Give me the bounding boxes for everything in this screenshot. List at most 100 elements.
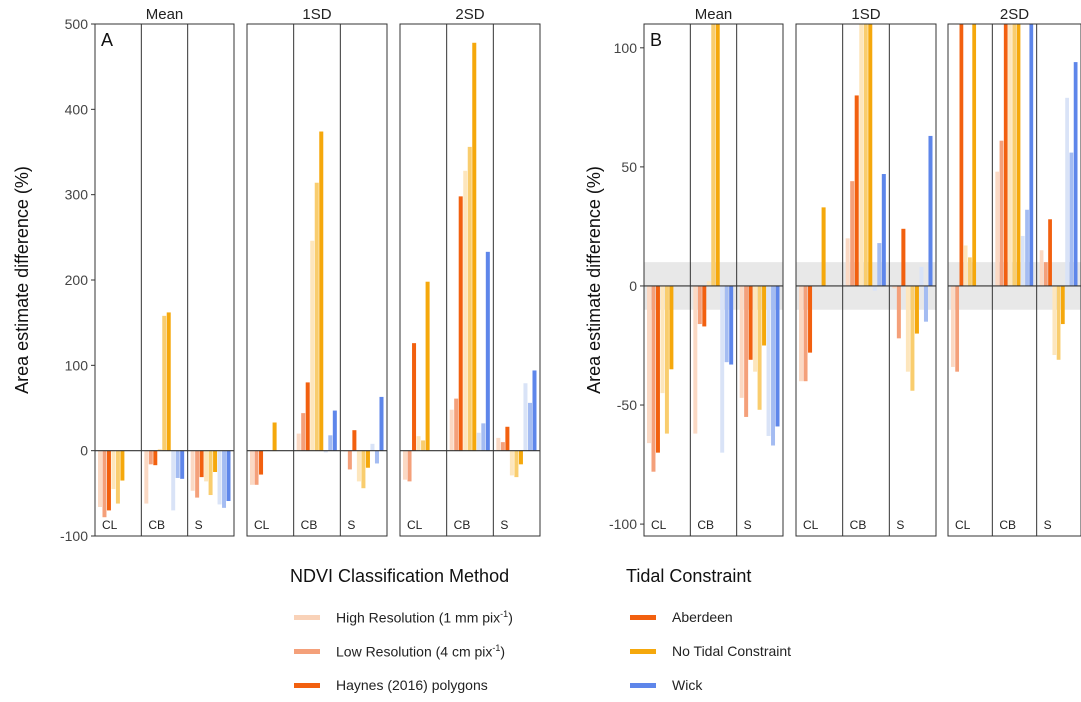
site-label: S bbox=[896, 518, 904, 532]
bar bbox=[771, 285, 776, 446]
bar bbox=[859, 24, 864, 286]
bar bbox=[868, 24, 873, 286]
bar bbox=[799, 285, 804, 382]
bar bbox=[1065, 97, 1069, 286]
bar bbox=[1012, 24, 1017, 286]
bar bbox=[995, 171, 1000, 286]
bar bbox=[757, 285, 762, 410]
bar bbox=[208, 450, 213, 496]
legend-tidal-title: Tidal Constraint bbox=[626, 566, 752, 586]
bar bbox=[467, 146, 472, 451]
bar bbox=[803, 285, 808, 382]
bar bbox=[972, 24, 977, 286]
legend-method-title: NDVI Classification Method bbox=[290, 566, 510, 586]
bar bbox=[314, 182, 319, 451]
legend-label: High Resolution (1 mm pix-1) bbox=[336, 608, 513, 626]
bar bbox=[762, 285, 767, 346]
bar bbox=[204, 450, 209, 482]
bar bbox=[1003, 24, 1008, 286]
bar bbox=[153, 450, 158, 466]
bar bbox=[222, 450, 227, 508]
legend-swatch bbox=[294, 614, 320, 620]
bar bbox=[748, 285, 753, 360]
legend-label: No Tidal Constraint bbox=[672, 643, 792, 659]
bar bbox=[98, 450, 102, 507]
facet-border bbox=[246, 23, 388, 537]
site-label: S bbox=[195, 518, 203, 532]
bar bbox=[872, 285, 877, 291]
bar bbox=[166, 312, 171, 451]
bar bbox=[527, 402, 532, 451]
site-label: CL bbox=[254, 518, 270, 532]
bar bbox=[1048, 219, 1052, 286]
bar bbox=[1073, 62, 1078, 286]
bar bbox=[892, 285, 897, 289]
bar bbox=[254, 450, 259, 485]
bar bbox=[951, 285, 955, 367]
facet-title: Mean bbox=[146, 6, 184, 23]
bar bbox=[914, 285, 919, 334]
y-tick-label: 500 bbox=[65, 16, 89, 32]
bar bbox=[454, 398, 459, 451]
legend-swatch bbox=[294, 682, 320, 688]
bar bbox=[463, 170, 468, 451]
facet-border bbox=[643, 23, 784, 537]
bar bbox=[1056, 285, 1061, 360]
bar bbox=[332, 410, 337, 451]
legend-item-wick: Wick bbox=[626, 668, 791, 702]
site-label: CL bbox=[955, 518, 971, 532]
bar bbox=[458, 196, 463, 451]
facet-title: 1SD bbox=[302, 6, 331, 23]
bar bbox=[1008, 24, 1012, 286]
bar bbox=[744, 285, 749, 417]
y-tick-label: 0 bbox=[80, 443, 88, 459]
facet-border bbox=[947, 23, 1081, 537]
legend-label: Aberdeen bbox=[672, 609, 733, 625]
bar bbox=[660, 285, 665, 394]
bar bbox=[305, 382, 310, 451]
bar bbox=[259, 450, 264, 475]
bar bbox=[514, 450, 519, 478]
bar bbox=[959, 24, 964, 286]
bar bbox=[416, 436, 421, 451]
bar bbox=[144, 450, 149, 504]
bar bbox=[199, 450, 204, 478]
bar bbox=[496, 437, 501, 451]
bar bbox=[905, 285, 910, 372]
legend-item-no-tidal: No Tidal Constraint bbox=[626, 634, 791, 668]
bar bbox=[509, 450, 514, 476]
bar bbox=[523, 383, 528, 451]
bar bbox=[319, 131, 324, 451]
bar bbox=[753, 285, 758, 372]
bar bbox=[485, 251, 490, 451]
bar bbox=[896, 285, 901, 339]
bar bbox=[296, 433, 301, 451]
y-tick-label: 300 bbox=[65, 187, 89, 203]
site-label: CL bbox=[651, 518, 667, 532]
bar bbox=[1043, 262, 1048, 286]
bar bbox=[766, 285, 771, 436]
bar bbox=[845, 238, 850, 286]
site-label: CL bbox=[803, 518, 819, 532]
bar bbox=[647, 285, 651, 444]
bar bbox=[775, 285, 780, 427]
bar bbox=[379, 396, 384, 451]
bar bbox=[1060, 285, 1065, 325]
y-tick-label: 100 bbox=[614, 40, 638, 56]
bar bbox=[901, 228, 906, 286]
y-tick-label: 0 bbox=[629, 278, 637, 294]
bar bbox=[301, 413, 306, 451]
bar bbox=[111, 450, 116, 490]
y-tick-label: -50 bbox=[617, 397, 637, 413]
bar bbox=[472, 42, 477, 451]
site-label: CL bbox=[102, 518, 118, 532]
bar bbox=[854, 95, 859, 286]
y-tick-label: 400 bbox=[65, 101, 89, 117]
site-label: S bbox=[347, 518, 355, 532]
y-tick-label: 50 bbox=[621, 159, 637, 175]
legend-item-aberdeen: Aberdeen bbox=[626, 600, 791, 634]
bar bbox=[923, 285, 928, 322]
legend-swatch bbox=[294, 648, 320, 654]
bar bbox=[702, 285, 707, 327]
bar bbox=[881, 174, 886, 286]
